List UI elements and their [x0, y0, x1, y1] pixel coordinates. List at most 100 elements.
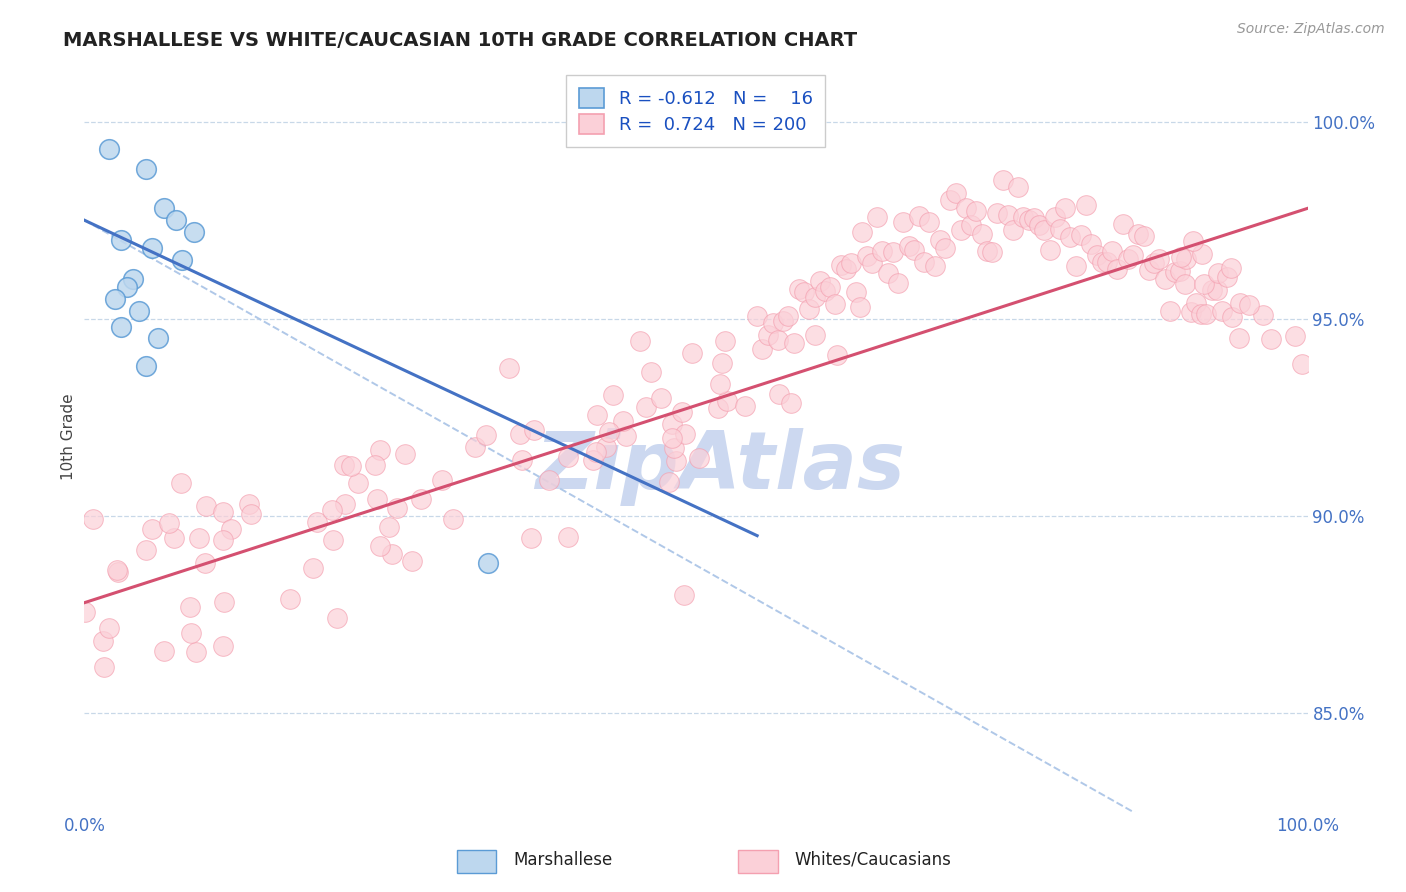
Point — [211, 505, 233, 519]
Point — [172, 252, 194, 267]
Point — [1229, 295, 1251, 310]
Point — [768, 386, 790, 401]
Legend: R = -0.612   N =    16, R =  0.724   N = 200: R = -0.612 N = 16, R = 0.724 N = 200 — [567, 75, 825, 146]
Point — [716, 394, 738, 409]
Point — [1191, 247, 1213, 261]
Point — [710, 356, 733, 370]
Point — [1143, 256, 1166, 270]
Point — [1091, 255, 1114, 269]
Point — [793, 285, 815, 299]
Point — [1022, 211, 1045, 225]
Point — [787, 282, 810, 296]
Point — [661, 417, 683, 431]
Point — [322, 533, 344, 547]
Point — [135, 542, 157, 557]
Point — [887, 277, 910, 291]
Point — [557, 450, 579, 465]
Point — [1174, 277, 1197, 291]
Point — [212, 595, 235, 609]
Point — [665, 454, 688, 468]
Point — [672, 588, 695, 602]
Point — [949, 222, 972, 236]
Point — [82, 512, 104, 526]
Point — [1018, 213, 1040, 227]
Point — [945, 186, 967, 201]
Point — [1216, 270, 1239, 285]
Point — [756, 328, 779, 343]
Point — [1251, 308, 1274, 322]
Point — [614, 429, 637, 443]
Point — [872, 244, 894, 258]
Point — [1116, 252, 1139, 266]
Point — [762, 317, 785, 331]
Point — [897, 239, 920, 253]
Point — [1128, 227, 1150, 241]
Point — [212, 533, 235, 547]
Point — [893, 215, 915, 229]
Point — [141, 522, 163, 536]
Point — [1211, 303, 1233, 318]
Point — [1070, 228, 1092, 243]
Point — [1201, 283, 1223, 297]
Point — [477, 556, 499, 570]
Point — [856, 249, 879, 263]
Point — [650, 391, 672, 405]
FancyBboxPatch shape — [457, 849, 496, 873]
Point — [385, 501, 408, 516]
Point — [238, 497, 260, 511]
Point — [934, 241, 956, 255]
Point — [441, 512, 464, 526]
Point — [378, 520, 401, 534]
Point — [366, 492, 388, 507]
Point — [520, 531, 543, 545]
Point — [981, 245, 1004, 260]
Point — [673, 426, 696, 441]
Point — [918, 215, 941, 229]
Point — [498, 361, 520, 376]
Point — [1185, 296, 1208, 310]
Point — [799, 302, 821, 317]
Point — [595, 440, 617, 454]
Point — [135, 359, 157, 373]
Point — [240, 508, 263, 522]
Point — [368, 442, 391, 457]
Point — [1033, 222, 1056, 236]
Point — [778, 309, 800, 323]
Point — [170, 476, 193, 491]
Point — [1012, 210, 1035, 224]
Point — [772, 314, 794, 328]
Point — [364, 458, 387, 472]
Point — [1220, 310, 1243, 324]
Point — [1095, 255, 1118, 269]
Point — [194, 556, 217, 570]
Point — [105, 563, 128, 577]
Point — [1153, 272, 1175, 286]
Point — [970, 227, 993, 242]
Point — [110, 233, 132, 247]
Point — [1175, 252, 1198, 267]
Point — [1112, 218, 1135, 232]
Point — [835, 262, 858, 277]
Point — [1054, 201, 1077, 215]
Point — [122, 272, 145, 286]
Point — [1101, 244, 1123, 259]
Point — [882, 245, 904, 260]
Point — [804, 327, 827, 342]
Point — [1291, 357, 1313, 371]
Point — [1181, 234, 1204, 248]
Point — [1159, 304, 1181, 318]
Text: MARSHALLESE VS WHITE/CAUCASIAN 10TH GRADE CORRELATION CHART: MARSHALLESE VS WHITE/CAUCASIAN 10TH GRAD… — [63, 31, 858, 50]
Point — [1170, 250, 1192, 264]
Point — [157, 516, 180, 530]
FancyBboxPatch shape — [738, 849, 778, 873]
Point — [960, 219, 983, 233]
Point — [814, 284, 837, 298]
Point — [1189, 307, 1212, 321]
Point — [860, 255, 883, 269]
Point — [1028, 219, 1050, 233]
Point — [1064, 259, 1087, 273]
Point — [681, 345, 703, 359]
Point — [709, 377, 731, 392]
Point — [1007, 179, 1029, 194]
Point — [305, 516, 328, 530]
